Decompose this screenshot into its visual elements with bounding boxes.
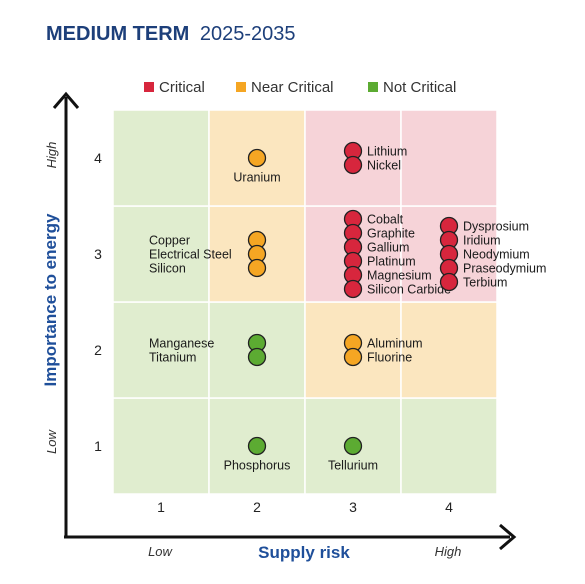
label-tellurium: Tellurium: [328, 459, 378, 473]
zone-cell-1-3: [112, 205, 210, 303]
chart-subtitle: 2025-2035: [200, 23, 296, 45]
label-magnesium: Magnesium: [367, 269, 432, 283]
zone-grid: [112, 109, 498, 495]
zone-cell-1-1: [112, 397, 210, 495]
legend-swatch-not-critical: [368, 82, 378, 92]
label-graphite: Graphite: [367, 227, 415, 241]
x-tick-label: 4: [445, 499, 453, 515]
label-lithium: Lithium: [367, 145, 407, 159]
label-copper: Copper: [149, 234, 190, 248]
y-axis-arrow-icon: [52, 91, 80, 109]
legend-label-not-critical: Not Critical: [383, 79, 456, 96]
point-nickel: [343, 155, 363, 175]
y-axis-low-label: Low: [44, 428, 59, 453]
label-neodymium: Neodymium: [463, 248, 530, 262]
y-tick-label: 2: [94, 342, 102, 358]
point-silicon: [247, 258, 267, 278]
x-axis-low-label: Low: [148, 544, 173, 559]
legend: Critical Near Critical Not Critical: [144, 79, 456, 96]
y-axis-high-label: High: [44, 142, 59, 169]
y-tick-label: 3: [94, 246, 102, 262]
label-manganese: Manganese: [149, 337, 214, 351]
label-iridium: Iridium: [463, 234, 501, 248]
chart-title: MEDIUM TERM: [46, 23, 189, 45]
label-nickel: Nickel: [367, 159, 401, 173]
y-tick-label: 4: [94, 150, 102, 166]
zone-cell-1-4: [112, 109, 210, 207]
y-axis-title: Importance to energy: [41, 213, 60, 386]
label-phosphorus: Phosphorus: [224, 459, 291, 473]
label-gallium: Gallium: [367, 241, 409, 255]
legend-label-critical: Critical: [159, 79, 205, 96]
x-tick-label: 3: [349, 499, 357, 515]
axes: [52, 91, 517, 551]
zone-cell-4-1: [400, 397, 498, 495]
point-fluorine: [343, 347, 363, 367]
label-cobalt: Cobalt: [367, 213, 404, 227]
zone-cell-2-3: [208, 205, 306, 303]
chart-title-line: MEDIUM TERM 2025-2035: [46, 23, 296, 45]
point-titanium: [247, 347, 267, 367]
label-uranium: Uranium: [233, 171, 280, 185]
zone-cell-4-4: [400, 109, 498, 207]
x-axis-arrow-icon: [499, 523, 517, 551]
label-fluorine: Fluorine: [367, 351, 412, 365]
label-silicon: Silicon: [149, 262, 186, 276]
label-aluminum: Aluminum: [367, 337, 423, 351]
label-electrical-steel: Electrical Steel: [149, 248, 232, 262]
legend-swatch-critical: [144, 82, 154, 92]
label-terbium: Terbium: [463, 276, 507, 290]
y-tick-label: 1: [94, 438, 102, 454]
point-tellurium: [343, 436, 363, 456]
legend-swatch-near-critical: [236, 82, 246, 92]
point-uranium: [247, 148, 267, 168]
label-titanium: Titanium: [149, 351, 196, 365]
x-axis-high-label: High: [435, 544, 462, 559]
legend-label-near-critical: Near Critical: [251, 79, 334, 96]
label-platinum: Platinum: [367, 255, 416, 269]
x-tick-label: 2: [253, 499, 261, 515]
x-axis-title: Supply risk: [258, 543, 350, 562]
label-dysprosium: Dysprosium: [463, 220, 529, 234]
point-terbium: [439, 272, 459, 292]
label-praseodymium: Praseodymium: [463, 262, 546, 276]
zone-cell-4-2: [400, 301, 498, 399]
tick-labels: 1 2 3 4 1 2 3 4: [94, 150, 453, 515]
point-phosphorus: [247, 436, 267, 456]
label-silicon-carbide: Silicon Carbide: [367, 283, 451, 297]
x-tick-label: 1: [157, 499, 165, 515]
point-silicon-carbide: [343, 279, 363, 299]
